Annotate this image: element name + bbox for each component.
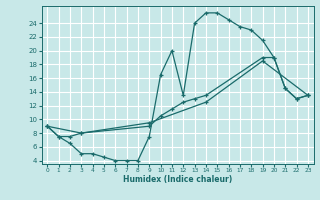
X-axis label: Humidex (Indice chaleur): Humidex (Indice chaleur) <box>123 175 232 184</box>
